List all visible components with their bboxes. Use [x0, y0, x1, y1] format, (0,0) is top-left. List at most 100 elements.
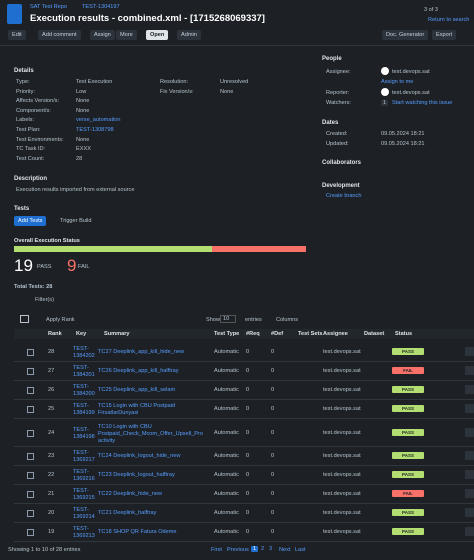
issue-key[interactable]: TEST-1384200	[73, 383, 95, 397]
pager: 3 of 3	[424, 7, 438, 13]
run-button[interactable]	[465, 488, 474, 498]
status-pill: PASS	[392, 429, 424, 436]
summary[interactable]: TC27 Deeplink_app_kill_hide_new	[98, 349, 185, 355]
first-link[interactable]: First	[211, 547, 222, 553]
req-count: 0	[246, 452, 250, 459]
page-link[interactable]: 3	[269, 546, 273, 552]
admin-button[interactable]: Admin	[177, 30, 201, 40]
avatar	[381, 67, 389, 75]
summary[interactable]: TC10 Login with CBU Postpaid_Check_Mcom_…	[98, 423, 203, 444]
page-link[interactable]: 1	[251, 546, 259, 552]
def-count: 0	[271, 471, 275, 478]
export-button[interactable]: Export	[432, 30, 457, 40]
trigger-build[interactable]: Trigger Build	[60, 218, 92, 224]
page-size[interactable]: 10	[220, 315, 237, 323]
assignee: test.devops.sat	[323, 490, 361, 497]
run-button[interactable]	[465, 507, 474, 517]
row-checkbox[interactable]	[27, 386, 34, 394]
breadcrumb-project[interactable]: SAT Test Repo	[30, 4, 67, 10]
assignee: test.devops.sat	[323, 348, 361, 355]
section-heading: Collaborators	[322, 160, 362, 166]
page-link[interactable]: 2	[261, 546, 265, 552]
filters[interactable]: Filter(s)	[35, 297, 54, 303]
comment-button[interactable]: Add comment	[38, 30, 81, 40]
issue-key[interactable]: TEST-1384198	[73, 427, 95, 440]
section-heading: People	[322, 56, 342, 62]
assign-button[interactable]: Assign	[90, 30, 115, 40]
summary[interactable]: TC22 Deeplink_hide_new	[98, 491, 163, 497]
column-header: Rank	[48, 331, 62, 337]
columns-button[interactable]: Columns	[276, 317, 299, 323]
summary[interactable]: TC25 Deeplink_app_kill_selam	[98, 387, 176, 393]
summary[interactable]: TC18 SHOP QR Fatura Odeme	[98, 529, 177, 535]
reporter[interactable]: test.devops.sat	[392, 90, 430, 96]
row-checkbox[interactable]	[27, 348, 34, 356]
add-tests-button[interactable]: Add Tests	[14, 216, 47, 226]
field-label: Resolution:	[160, 79, 188, 85]
req-count: 0	[246, 509, 250, 516]
assign-to-me[interactable]: Assign to me	[381, 79, 414, 85]
column-header: Dataset	[364, 331, 385, 337]
next-link[interactable]: Next	[279, 547, 291, 553]
row-checkbox[interactable]	[27, 430, 34, 437]
issue-key[interactable]: TEST-1384199	[73, 402, 95, 416]
run-button[interactable]	[465, 526, 474, 536]
run-button[interactable]	[465, 384, 474, 394]
summary[interactable]: TC24 Deeplink_logout_hide_new	[98, 453, 181, 459]
previous-link[interactable]: Previous	[227, 547, 249, 553]
issue-key[interactable]: TEST-1369214	[73, 506, 95, 520]
row-checkbox[interactable]	[27, 509, 34, 517]
pass-segment	[14, 246, 213, 252]
row-checkbox[interactable]	[27, 471, 34, 479]
status-pill: PASS	[392, 404, 424, 412]
project-logo	[7, 4, 22, 24]
row-checkbox[interactable]	[27, 405, 34, 413]
row-checkbox[interactable]	[27, 490, 34, 498]
def-count: 0	[271, 386, 275, 393]
row-checkbox[interactable]	[27, 367, 34, 375]
assignee: test.devops.sat	[323, 430, 361, 436]
def-count: 0	[271, 405, 275, 412]
field-value[interactable]: verse_automation	[76, 117, 121, 124]
return-link[interactable]: Return to search	[428, 17, 470, 23]
more-button[interactable]: More	[116, 30, 137, 40]
column-header: Test Sets	[298, 331, 323, 337]
select-icon[interactable]	[20, 315, 29, 323]
last-link[interactable]: Last	[295, 547, 306, 553]
rank: 27	[48, 367, 55, 374]
run-button[interactable]	[465, 450, 474, 460]
issue-key[interactable]: TEST-1384201	[73, 364, 95, 378]
edit-button[interactable]: Edit	[8, 30, 26, 40]
issue-key[interactable]: TEST-1384202	[73, 345, 95, 359]
row-checkbox[interactable]	[27, 528, 34, 536]
assignee[interactable]: test.devops.sat	[392, 69, 430, 75]
breadcrumb-issue[interactable]: TEST-1304197	[82, 4, 120, 10]
field-label: Priority:	[16, 88, 35, 95]
create-branch[interactable]: Create branch	[326, 193, 362, 199]
status-pill: PASS	[392, 527, 424, 535]
open-button[interactable]: Open	[146, 30, 169, 40]
run-button[interactable]	[465, 365, 474, 375]
row-checkbox[interactable]	[27, 452, 34, 460]
assignee: test.devops.sat	[323, 452, 361, 459]
summary[interactable]: TC21 Deeplink_halftray	[98, 510, 157, 516]
issue-key[interactable]: TEST-1369213	[73, 525, 95, 539]
summary[interactable]: TC26 Deeplink_app_kill_halftray	[98, 368, 179, 374]
rank: 19	[48, 528, 55, 535]
test-type: Automatic	[214, 386, 239, 393]
apply-rank[interactable]: Apply Rank	[46, 317, 75, 323]
watch-link[interactable]: Start watching this issue	[392, 100, 453, 106]
run-button[interactable]	[465, 469, 474, 479]
issue-key[interactable]: TEST-1369217	[73, 449, 95, 463]
docgen-button[interactable]: Doc. Generator	[382, 30, 429, 40]
summary[interactable]: TC23 Deeplink_logout_halftray	[98, 472, 175, 478]
assignee: test.devops.sat	[323, 405, 361, 412]
summary[interactable]: TC15 Login with CBU Postpaid FirsatlarDu…	[98, 402, 176, 416]
run-button[interactable]	[465, 403, 474, 413]
field-value[interactable]: TEST-1308798	[76, 127, 114, 133]
run-button[interactable]	[465, 428, 474, 437]
issue-key[interactable]: TEST-1369216	[73, 468, 95, 482]
req-count: 0	[246, 430, 250, 436]
issue-key[interactable]: TEST-1369215	[73, 487, 95, 501]
run-button[interactable]	[465, 346, 474, 356]
